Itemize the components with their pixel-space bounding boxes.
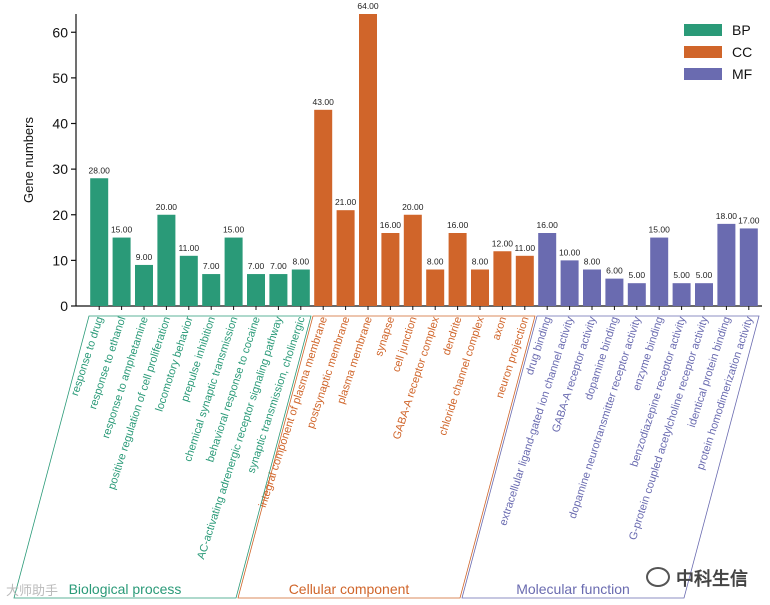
- bar: [471, 269, 489, 306]
- bar-value-label: 15.00: [111, 225, 133, 235]
- bar-value-label: 5.00: [629, 270, 646, 280]
- group-label: Cellular component: [289, 581, 410, 597]
- group-outline: [237, 315, 536, 599]
- bar: [202, 274, 221, 306]
- bar-value-label: 5.00: [696, 270, 713, 280]
- bar: [179, 255, 198, 306]
- bar: [157, 214, 176, 306]
- legend-label: CC: [732, 44, 752, 60]
- bar-value-label: 11.00: [514, 243, 535, 253]
- bar-value-label: 7.00: [248, 261, 265, 271]
- wechat-icon: [646, 567, 670, 587]
- bar-value-label: 8.00: [293, 257, 310, 267]
- bars: [90, 14, 758, 306]
- bar: [717, 223, 736, 306]
- bar-value-label: 21.00: [335, 197, 357, 207]
- legend-swatch: [684, 46, 722, 58]
- bar-value-label: 15.00: [223, 225, 245, 235]
- legend: BP CC MF: [684, 22, 752, 82]
- bar-value-label: 64.00: [357, 1, 379, 11]
- watermark-right: 中科生信: [646, 565, 748, 591]
- bar: [135, 264, 153, 306]
- y-tick-label: 50: [52, 70, 68, 86]
- bar-value-label: 7.00: [270, 261, 287, 271]
- bar: [224, 237, 243, 306]
- bar: [627, 283, 646, 306]
- y-tick-label: 20: [52, 207, 68, 223]
- bar: [605, 278, 624, 306]
- bar: [538, 233, 557, 306]
- y-axis-label: Gene numbers: [21, 117, 36, 203]
- bar-value-label: 11.00: [178, 243, 199, 253]
- bar: [426, 269, 445, 306]
- bar-value-label: 9.00: [136, 252, 153, 262]
- y-tick-label: 0: [60, 298, 68, 314]
- bar-value-label: 10.00: [559, 247, 581, 257]
- category-label: GABA-A receptor complex: [391, 315, 442, 441]
- bar: [269, 274, 288, 306]
- bar-value-label: 16.00: [380, 220, 402, 230]
- group-outline: [13, 315, 312, 599]
- bar-value-label: 43.00: [313, 97, 335, 107]
- group-label: Molecular function: [516, 581, 630, 597]
- category-label: synapse: [373, 315, 397, 358]
- bar: [90, 178, 109, 306]
- bar: [448, 233, 467, 306]
- value-labels: 28.00 15.00 9.00 20.00 11.00 7.00 15.00 7.00 7.0…: [89, 1, 760, 280]
- bar-value-label: 18.00: [716, 211, 738, 221]
- legend-swatch: [684, 24, 722, 36]
- category-label: dendrite: [441, 315, 465, 357]
- bar: [403, 214, 422, 306]
- bar: [112, 237, 131, 306]
- bar: [583, 269, 601, 306]
- bar-value-label: 5.00: [673, 270, 690, 280]
- bar-value-label: 8.00: [584, 257, 601, 267]
- bar: [493, 251, 512, 306]
- legend-label: BP: [732, 22, 751, 38]
- bar: [739, 228, 758, 306]
- y-tick-label: 60: [52, 24, 68, 40]
- bar-value-label: 20.00: [156, 202, 178, 212]
- bar-value-label: 16.00: [447, 220, 469, 230]
- group-outline: [461, 315, 760, 599]
- y-tick-label: 10: [52, 252, 68, 268]
- category-label: chloride channel complex: [437, 315, 487, 437]
- bar-value-label: 12.00: [492, 238, 514, 248]
- bar-value-label: 8.00: [427, 257, 444, 267]
- bar: [381, 233, 400, 306]
- bar-value-label: 20.00: [402, 202, 424, 212]
- group-label: Biological process: [69, 581, 182, 597]
- watermark-left: 大师助手: [6, 584, 59, 599]
- bar: [560, 260, 579, 306]
- bar: [515, 255, 534, 306]
- category-label: axon: [490, 315, 509, 341]
- legend-swatch: [684, 68, 722, 80]
- bar-value-label: 17.00: [738, 215, 760, 225]
- bar: [672, 283, 691, 306]
- bar-value-label: 28.00: [89, 165, 111, 175]
- bar-value-label: 6.00: [606, 266, 623, 276]
- bar-value-label: 15.00: [649, 225, 671, 235]
- bar: [336, 210, 355, 306]
- bar-value-label: 16.00: [537, 220, 559, 230]
- bar: [291, 269, 310, 306]
- bar: [695, 283, 713, 306]
- bar: [359, 14, 377, 306]
- group-outlines: Biological process Cellular component Mole…: [13, 315, 760, 599]
- bar: [650, 237, 669, 306]
- bar-value-label: 7.00: [203, 261, 220, 271]
- bar: [314, 109, 333, 306]
- y-tick-label: 30: [52, 161, 68, 177]
- y-tick-label: 40: [52, 116, 68, 132]
- bar: [247, 274, 265, 306]
- legend-label: MF: [732, 66, 752, 82]
- bar-value-label: 8.00: [472, 257, 489, 267]
